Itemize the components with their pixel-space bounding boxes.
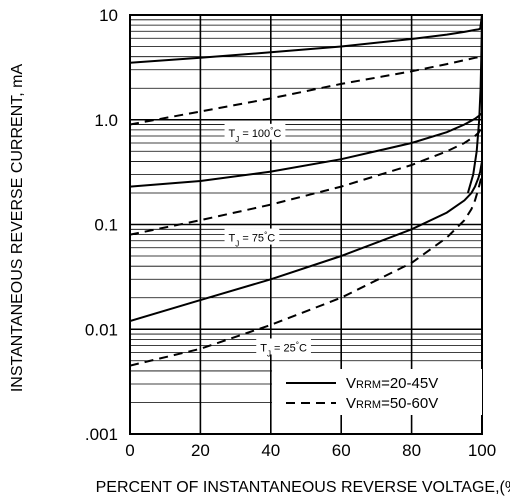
series-line-5 <box>130 161 482 322</box>
legend-background <box>272 369 482 415</box>
minor-grid <box>130 19 482 403</box>
x-tick-labels: 0 20 40 60 80 100 <box>125 441 496 460</box>
x-tick-label: 20 <box>191 441 210 460</box>
annotation-background <box>256 338 311 355</box>
legend-entry: VRRM=20-45V <box>346 375 438 392</box>
annotation-layer: TJ = 100°C TJ = 75°C TJ = 25°C <box>224 123 311 358</box>
y-tick-label: .001 <box>85 425 118 444</box>
annotation-text: TJ = 75°C <box>229 230 276 248</box>
temperature-annotation: TJ = 75°C <box>224 228 280 248</box>
legend-entry: VRRM=50-60V <box>346 395 438 412</box>
y-tick-label: 0.01 <box>85 320 118 339</box>
x-tick-label: 0 <box>125 441 134 460</box>
series-line-1 <box>130 15 482 64</box>
y-tick-label: 0.1 <box>94 216 118 235</box>
x-tick-label: 40 <box>261 441 280 460</box>
y-tick-label: 1.0 <box>94 111 118 130</box>
annotation-background <box>224 228 280 245</box>
y-tick-label: 10 <box>99 6 118 25</box>
x-axis-label: PERCENT OF INSTANTANEOUS REVERSE VOLTAGE… <box>96 479 510 496</box>
series-line-2 <box>130 55 482 126</box>
x-tick-label: 80 <box>402 441 421 460</box>
y-axis-label: INSTANTANEOUS REVERSE CURRENT, mA <box>9 64 26 393</box>
temperature-annotation: TJ = 100°C <box>224 123 286 143</box>
annotation-text: TJ = 100°C <box>229 125 282 143</box>
x-tick-label: 100 <box>468 441 496 460</box>
temperature-annotation: TJ = 25°C <box>256 338 311 358</box>
series-layer <box>130 15 482 367</box>
legend: VRRM=20-45V VRRM=50-60V <box>272 369 482 415</box>
annotation-background <box>224 123 286 140</box>
annotation-text: TJ = 25°C <box>260 340 307 358</box>
x-tick-label: 60 <box>332 441 351 460</box>
series-line-4 <box>130 126 482 236</box>
y-tick-labels: 10 1.0 0.1 0.01 .001 <box>85 6 118 444</box>
series-line-6 <box>130 174 482 367</box>
plot-frame <box>129 14 483 435</box>
